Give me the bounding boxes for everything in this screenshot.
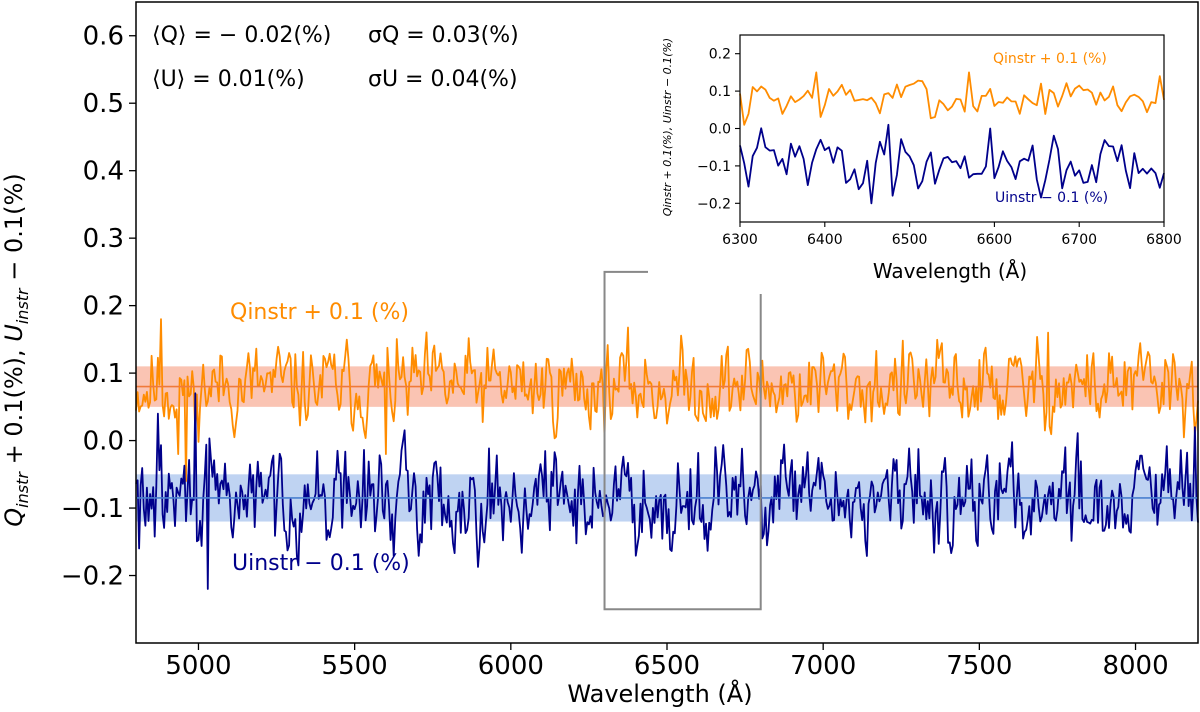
inset-series-line-1 xyxy=(739,123,1165,205)
inset-x-tick-label: 6400 xyxy=(807,232,843,248)
u-mean-annotation: ⟨U⟩ = 0.01(%) xyxy=(152,67,305,92)
main-x-tick-label: 7000 xyxy=(790,651,856,681)
q-mean-annotation: ⟨Q⟩ = − 0.02(%) xyxy=(152,23,331,48)
main-y-tick-label: 0.5 xyxy=(83,89,124,119)
inset-y-tick-label: −0.2 xyxy=(697,196,731,212)
q-sigma-annotation: σQ = 0.03(%) xyxy=(368,23,519,48)
inset-y-tick-label: 0.0 xyxy=(709,122,731,138)
inset-series xyxy=(739,71,1165,205)
main-x-axis-label: Wavelength (Å) xyxy=(567,679,752,708)
main-x-tick-label: 6500 xyxy=(634,651,700,681)
inset-q-series-label: Qinstr + 0.1 (%) xyxy=(993,51,1107,67)
main-y-tick-label: 0.1 xyxy=(83,359,124,389)
main-x-tick-label: 8000 xyxy=(1102,651,1168,681)
inset-x-tick-label: 6300 xyxy=(722,232,758,248)
main-y-tick-label: 0.6 xyxy=(83,22,124,52)
inset-series-line-0 xyxy=(739,71,1165,126)
inset-y-tick-label: 0.1 xyxy=(709,84,731,100)
main-x-ticks: 5000 5500 6000 6500 7000 7500 8000 xyxy=(165,643,1169,681)
main-means xyxy=(136,385,1198,499)
main-x-tick-label: 6000 xyxy=(478,651,544,681)
inset-y-tick-label: −0.1 xyxy=(697,159,731,175)
inset-x-tick-label: 6700 xyxy=(1061,232,1097,248)
main-y-tick-label: 0.2 xyxy=(83,292,124,322)
main-y-tick-label: 0.3 xyxy=(83,224,124,254)
main-y-tick-label: 0.0 xyxy=(83,427,124,457)
inset-x-tick-label: 6500 xyxy=(892,232,928,248)
main-y-axis-label: Qinstr + 0.1(%), Uinstr − 0.1(%) xyxy=(0,173,32,526)
main-y-ticks: −0.2 −0.1 0.0 0.1 0.2 0.3 0.4 0.5 0.6 xyxy=(61,22,136,592)
inset-y-ticks: −0.2 −0.1 0.0 0.1 0.2 xyxy=(697,47,740,212)
main-series xyxy=(135,318,1199,590)
u-series-label: Uinstr − 0.1 (%) xyxy=(232,551,410,576)
main-x-tick-label: 5500 xyxy=(322,651,388,681)
inset-x-axis-label: Wavelength (Å) xyxy=(873,259,1027,283)
main-series-line-1 xyxy=(135,392,1199,590)
u-sigma-annotation: σU = 0.04(%) xyxy=(368,67,518,92)
main-x-tick-label: 7500 xyxy=(946,651,1012,681)
main-y-tick-label: 0.4 xyxy=(83,157,124,187)
zoom-region-box xyxy=(603,270,762,611)
main-y-tick-label: −0.1 xyxy=(61,494,124,524)
q-series-label: Qinstr + 0.1 (%) xyxy=(230,300,409,325)
inset-u-series-label: Uinstr − 0.1 (%) xyxy=(995,190,1108,206)
inset-y-axis-label: Qinstr + 0.1(%), Uinstr − 0.1(%) xyxy=(661,38,674,216)
inset-x-ticks: 6300 6400 6500 6600 6700 6800 xyxy=(722,222,1182,248)
inset-x-tick-label: 6600 xyxy=(977,232,1013,248)
main-y-tick-label: −0.2 xyxy=(61,562,124,592)
inset-x-tick-label: 6800 xyxy=(1146,232,1182,248)
main-series-line-0 xyxy=(135,318,1199,482)
inset-y-tick-label: 0.2 xyxy=(709,47,731,63)
inset-plot: 6300 6400 6500 6600 6700 6800 −0.2 −0.1 0.0 0.1 0… xyxy=(648,14,1188,294)
main-x-tick-label: 5000 xyxy=(165,651,231,681)
